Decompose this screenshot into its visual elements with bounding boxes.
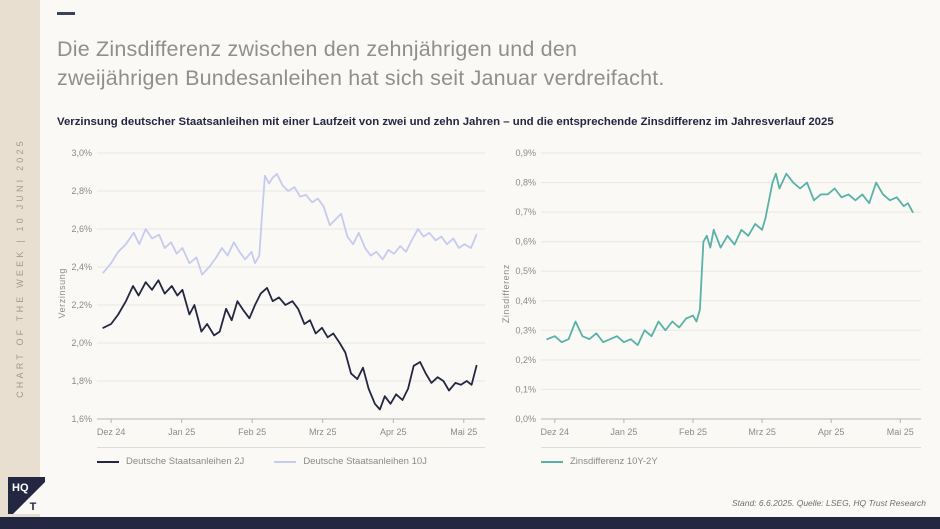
legend-item: Deutsche Staatsanleihen 10J (274, 456, 427, 467)
x-tick-label: Mai 25 (450, 427, 477, 437)
y-tick-label: 0,1% (515, 385, 536, 395)
chart-subtitle: Verzinsung deutscher Staatsanleihen mit … (57, 116, 834, 129)
sidebar-strip: CHART OF THE WEEK | 10 JUNI 2025 (0, 0, 40, 517)
logo-triangle (13, 482, 45, 514)
y-tick-label: 0,4% (515, 296, 536, 306)
y-tick-label: 0,9% (515, 148, 536, 158)
legend-item: Deutsche Staatsanleihen 2J (97, 456, 244, 467)
hq-trust-logo: HQ T (8, 477, 45, 514)
y-axis-label-right: Zinsdifferenz (501, 263, 511, 323)
chart-bond-yields: Verzinsung 1,6% 1,8% 2,0% 2,2% 2,4% 2,6% 2,8% 3… (57, 143, 491, 467)
legend-left: Deutsche Staatsanleihen 2J Deutsche Staat… (97, 447, 485, 467)
y-tick-label: 0,8% (515, 178, 536, 188)
y-tick-label: 0,6% (515, 237, 536, 247)
y-tick-label: 2,0% (71, 338, 92, 348)
x-tick-label: Jan 25 (610, 427, 637, 437)
chart-svg: 1,6% 1,8% 2,0% 2,2% 2,4% 2,6% 2,8% 3,0% Dez 24 Ja… (71, 148, 485, 437)
y-tick-label: 2,2% (71, 300, 92, 310)
y-tick-label: 1,6% (71, 414, 92, 424)
y-tick-label: 0,2% (515, 355, 536, 365)
legend-right: Zinsdifferenz 10Y-2Y (541, 447, 921, 467)
y-tick-label: 2,4% (71, 262, 92, 272)
y-tick-label: 3,0% (71, 148, 92, 158)
legend-label: Deutsche Staatsanleihen 2J (126, 456, 245, 468)
title-line-1: Die Zinsdifferenz zwischen den zehnjähri… (57, 37, 578, 61)
x-tick-label: Mrz 25 (748, 427, 776, 437)
source-note: Stand: 6.6.2025. Quelle: LSEG, HQ Trust … (731, 498, 926, 508)
y-axis-label-wrap-left: Verzinsung (57, 143, 67, 443)
charts-row: Verzinsung 1,6% 1,8% 2,0% 2,2% 2,4% 2,6% 2,8% 3… (57, 143, 930, 467)
chart-of-the-week-label: CHART OF THE WEEK | 10 JUNI 2025 (15, 138, 25, 398)
line-series-0 (102, 279, 478, 411)
y-tick-label: 1,8% (71, 376, 92, 386)
legend-item: Zinsdifferenz 10Y-2Y (541, 456, 658, 467)
bottom-bar (0, 517, 940, 529)
page-title: Die Zinsdifferenz zwischen den zehnjähri… (57, 35, 930, 92)
x-tick-label: Jan 25 (168, 427, 195, 437)
x-tick-label: Mrz 25 (309, 427, 337, 437)
legend-label: Zinsdifferenz 10Y-2Y (570, 456, 658, 468)
logo-hq-text: HQ (12, 482, 29, 494)
y-tick-label: 2,8% (71, 186, 92, 196)
x-tick-label: Apr 25 (380, 427, 407, 437)
chart-yield-spread: Zinsdifferenz 0,0% 0,1% 0,2% 0,3% 0,4% 0,5% 0,… (501, 143, 927, 467)
y-axis-label-left: Verzinsung (57, 267, 67, 319)
y-tick-label: 0,3% (515, 325, 536, 335)
y-tick-label: 0,5% (515, 266, 536, 276)
legend-swatch (97, 460, 119, 463)
chart-col-right: 0,0% 0,1% 0,2% 0,3% 0,4% 0,5% 0,6% 0,7% 0,8% 0,9%… (511, 143, 927, 467)
x-tick-label: Mai 25 (887, 427, 914, 437)
y-tick-label: 2,6% (71, 224, 92, 234)
x-tick-label: Dez 24 (97, 427, 126, 437)
x-tick-label: Apr 25 (818, 427, 845, 437)
plot-bond-yields: 1,6% 1,8% 2,0% 2,2% 2,4% 2,6% 2,8% 3,0% Dez 24 Ja… (67, 143, 491, 443)
y-axis-label-wrap-right: Zinsdifferenz (501, 143, 511, 443)
legend-swatch (541, 460, 563, 463)
x-tick-label: Feb 25 (679, 427, 707, 437)
title-line-2: zweijährigen Bundesanleihen hat sich sei… (57, 65, 665, 90)
x-tick-label: Dez 24 (541, 427, 570, 437)
chart-svg: 0,0% 0,1% 0,2% 0,3% 0,4% 0,5% 0,6% 0,7% 0,8% 0,9%… (515, 148, 921, 437)
legend-label: Deutsche Staatsanleihen 10J (303, 456, 427, 468)
main-content: Die Zinsdifferenz zwischen den zehnjähri… (57, 0, 930, 467)
title-dash (57, 12, 75, 15)
legend-swatch (274, 460, 297, 463)
y-tick-label: 0,7% (515, 207, 536, 217)
plot-yield-spread: 0,0% 0,1% 0,2% 0,3% 0,4% 0,5% 0,6% 0,7% 0,8% 0,9%… (511, 143, 927, 443)
line-series-1 (102, 173, 478, 276)
logo-t-text: T (30, 501, 37, 513)
y-tick-label: 0,0% (515, 414, 536, 424)
line-series-0 (546, 172, 914, 347)
x-tick-label: Feb 25 (238, 427, 266, 437)
chart-col-left: 1,6% 1,8% 2,0% 2,2% 2,4% 2,6% 2,8% 3,0% Dez 24 Ja… (67, 143, 491, 467)
